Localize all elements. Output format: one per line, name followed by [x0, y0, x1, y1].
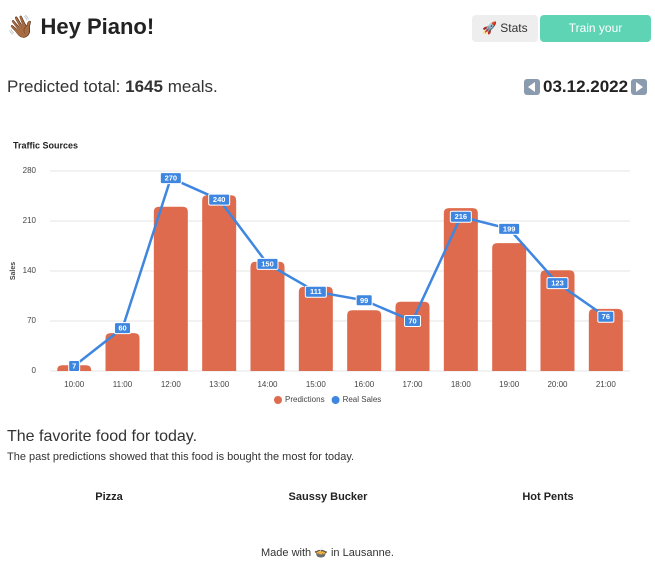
x-tick-label: 17:00 [402, 380, 423, 389]
chart: Traffic Sources Sales 0 70 140 210 280 10:00 1… [10, 140, 630, 404]
prev-day[interactable] [524, 79, 540, 95]
legend-label: Predictions [285, 395, 325, 404]
x-tick-label: 11:00 [113, 380, 133, 389]
data-label-box [68, 360, 81, 372]
legend-label: Real Sales [343, 395, 382, 404]
predicted-total: Predicted total: 1645 meals. [7, 77, 218, 97]
bar [250, 261, 285, 371]
y-tick-label: 280 [23, 166, 37, 175]
footer: Made with 🍲 in Lausanne. [261, 547, 394, 559]
date: 03.12.2022 [543, 77, 629, 96]
food-item: Hot Pents [522, 491, 574, 503]
x-tick-label: 12:00 [161, 380, 182, 389]
x-tick-label: 16:00 [354, 380, 375, 389]
bar [298, 286, 333, 371]
x-tick-label: 15:00 [306, 380, 327, 389]
favorites-title: The favorite food for today. [7, 428, 198, 445]
data-label: 7 [72, 361, 76, 370]
total-unit: meals. [167, 77, 218, 96]
line [73, 176, 607, 367]
y-tick-label: 210 [23, 216, 37, 225]
bar [492, 243, 527, 371]
data-label-box [208, 193, 231, 206]
data-label: 150 [261, 259, 274, 268]
x-tick-label: 10:00 [64, 380, 85, 389]
data-label-box [498, 222, 521, 235]
bar [347, 310, 382, 371]
bar [395, 301, 430, 371]
legend-swatch [331, 396, 340, 404]
next-day[interactable] [631, 79, 648, 95]
data-label-box [404, 315, 421, 327]
food-item: Pizza [95, 491, 123, 503]
bar [588, 308, 623, 371]
x-tick-label: 14:00 [257, 380, 278, 389]
stats-button[interactable]: 🚀 Stats [472, 15, 538, 42]
data-label-box [355, 294, 373, 307]
data-label: 240 [213, 195, 226, 204]
data-label-box [114, 322, 131, 335]
bar [153, 206, 188, 371]
x-tick-label: 20:00 [547, 380, 568, 389]
total-label: Predicted total: [7, 77, 121, 96]
bar [540, 270, 575, 371]
bar [202, 195, 237, 371]
data-label: 216 [455, 212, 468, 221]
data-label: 123 [551, 279, 564, 288]
food-item: Saussy Bucker [288, 491, 368, 503]
data-label-box [449, 210, 472, 223]
favorites-subtitle: The past predictions showed that this fo… [7, 451, 355, 463]
bar [443, 208, 478, 371]
data-label: 60 [118, 324, 126, 333]
data-label-box [304, 285, 327, 298]
data-label: 111 [310, 287, 322, 296]
page-title: 👋🏾 Hey Piano! [7, 14, 155, 39]
y-tick-label: 140 [23, 266, 37, 275]
data-label: 70 [408, 316, 416, 325]
data-label-box [546, 277, 569, 290]
data-label: 270 [165, 174, 178, 183]
data-label-box [159, 172, 182, 185]
x-tick-label: 18:00 [451, 380, 472, 389]
data-label: 99 [360, 296, 368, 305]
x-tick-label: 13:00 [209, 380, 230, 389]
legend-swatch [274, 396, 282, 404]
data-label-box [256, 257, 279, 270]
date-nav: 03.12.2022 [524, 77, 648, 97]
train-button[interactable]: Train your model! [540, 15, 651, 62]
y-tick-label: 0 [32, 366, 37, 375]
total-value: 1645 [125, 77, 163, 96]
bar [105, 333, 140, 371]
x-tick-label: 19:00 [499, 380, 520, 389]
y-tick-label: 70 [27, 316, 36, 325]
chart-title: Traffic Sources [13, 140, 78, 150]
data-label: 199 [503, 224, 516, 233]
data-label-box [597, 310, 615, 323]
x-tick-label: 21:00 [596, 380, 617, 389]
y-axis-label: Sales [10, 262, 17, 280]
data-label: 76 [602, 312, 610, 321]
